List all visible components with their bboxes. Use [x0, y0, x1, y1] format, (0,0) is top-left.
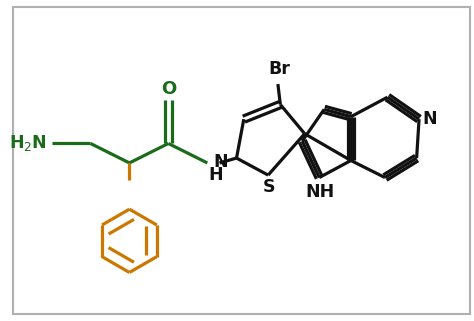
Text: Br: Br	[268, 60, 290, 78]
Text: H: H	[209, 166, 223, 184]
Text: O: O	[161, 80, 176, 98]
Text: H$_2$N: H$_2$N	[9, 134, 46, 153]
Text: NH: NH	[306, 183, 335, 201]
Text: N: N	[422, 110, 437, 128]
Text: S: S	[263, 178, 275, 196]
Text: N: N	[213, 153, 228, 171]
